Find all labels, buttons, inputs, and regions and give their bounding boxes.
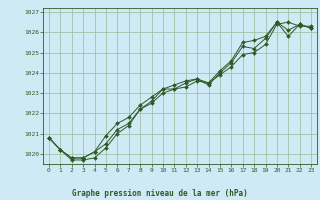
Text: Graphe pression niveau de la mer (hPa): Graphe pression niveau de la mer (hPa) <box>72 189 248 198</box>
